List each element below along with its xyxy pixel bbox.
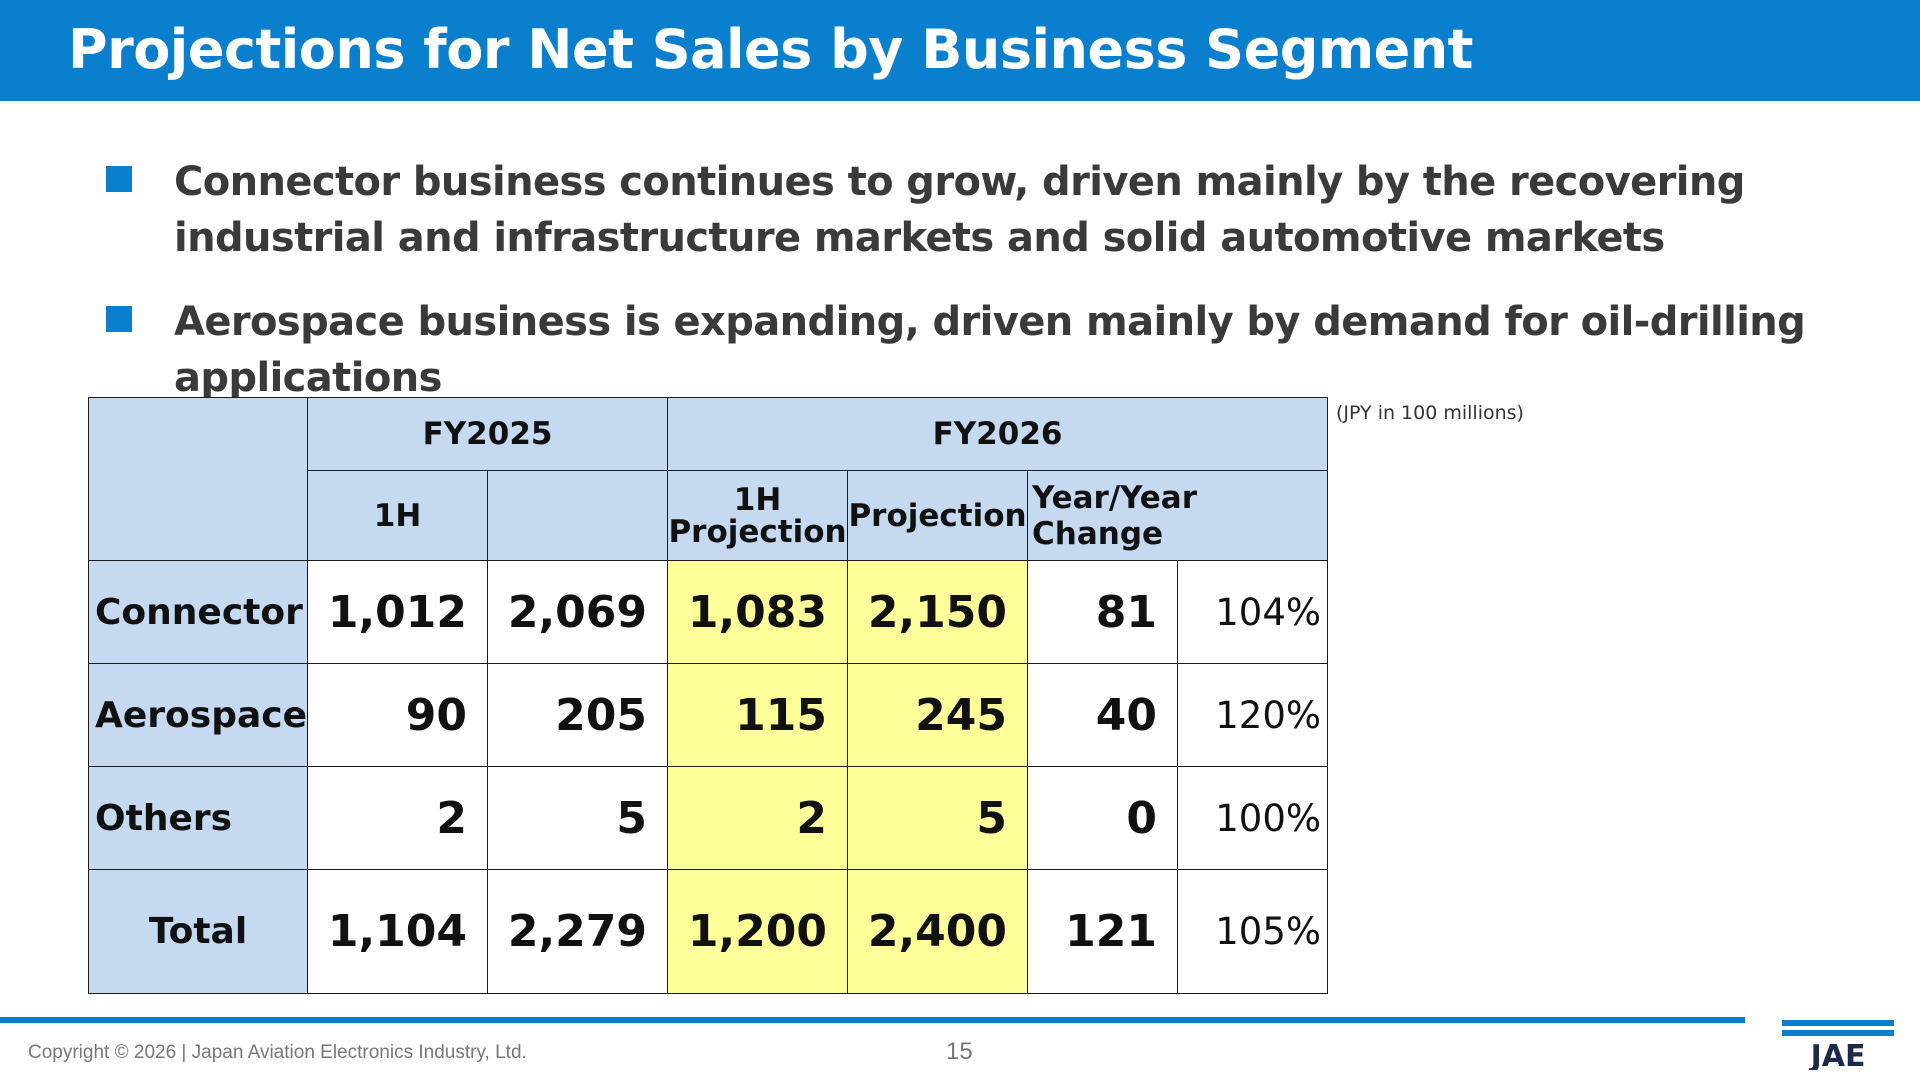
cell-fy2025-1h: 90	[307, 663, 489, 767]
header-fy2026: FY2026	[667, 397, 1329, 471]
row-label: Others	[87, 766, 309, 870]
cell-change: 0	[1027, 766, 1179, 870]
row-label: Total	[87, 869, 309, 994]
footer-divider	[0, 1017, 1745, 1023]
header-fy2025: FY2025	[307, 397, 669, 471]
cell-change-pct: 120%	[1177, 663, 1329, 767]
cell-change: 40	[1027, 663, 1179, 767]
cell-fy2026-projection: 5	[847, 766, 1029, 870]
cell-change-pct: 104%	[1177, 560, 1329, 664]
bullet-square-icon	[106, 166, 132, 192]
page-title: Projections for Net Sales by Business Se…	[68, 18, 1474, 81]
net-sales-table: FY2025 FY2026 1H 1H Projection Projectio…	[87, 397, 1329, 994]
cell-fy2026-projection: 2,150	[847, 560, 1029, 664]
cell-change-pct: 100%	[1177, 766, 1329, 870]
header-fy2025-1h: 1H	[307, 470, 489, 561]
cell-fy2025-full: 205	[487, 663, 669, 767]
cell-fy2026-1h-projection: 2	[667, 766, 849, 870]
cell-fy2025-full: 2,069	[487, 560, 669, 664]
cell-fy2025-full: 2,279	[487, 869, 669, 994]
row-label: Aerospace	[87, 663, 309, 767]
bullet-text: Connector business continues to grow, dr…	[174, 159, 1745, 261]
cell-fy2025-1h: 2	[307, 766, 489, 870]
bullet-text: Aerospace business is expanding, driven …	[174, 299, 1806, 401]
cell-change: 81	[1027, 560, 1179, 664]
cell-fy2026-projection: 245	[847, 663, 1029, 767]
cell-fy2025-full: 5	[487, 766, 669, 870]
corner-header-cell	[87, 397, 309, 561]
cell-fy2025-1h: 1,104	[307, 869, 489, 994]
header-fy2025-full	[487, 470, 669, 561]
header-fy2026-projection: Projection	[847, 470, 1029, 561]
row-label: Connector	[87, 560, 309, 664]
jae-logo: JAE	[1782, 1020, 1894, 1070]
cell-change: 121	[1027, 869, 1179, 994]
cell-change-pct: 105%	[1177, 869, 1329, 994]
table-row-total: Total 1,104 2,279 1,200 2,400 121 105%	[87, 869, 1329, 994]
table-row: Others 2 5 2 5 0 100%	[87, 766, 1329, 870]
cell-fy2026-1h-projection: 1,083	[667, 560, 849, 664]
page-number: 15	[946, 1038, 973, 1065]
copyright: Copyright © 2026 | Japan Aviation Electr…	[28, 1042, 527, 1063]
header-fy2026-1h-projection: 1H Projection	[667, 470, 849, 561]
cell-fy2026-1h-projection: 115	[667, 663, 849, 767]
logo-text: JAE	[1809, 1039, 1866, 1070]
title-bar: Projections for Net Sales by Business Se…	[0, 0, 1920, 101]
unit-note: (JPY in 100 millions)	[1336, 402, 1524, 424]
header-yoy-change: Year/Year Change	[1027, 470, 1329, 561]
cell-fy2025-1h: 1,012	[307, 560, 489, 664]
table-row: Aerospace 90 205 115 245 40 120%	[87, 663, 1329, 767]
table-row: Connector 1,012 2,069 1,083 2,150 81 104…	[87, 560, 1329, 664]
bullet-square-icon	[106, 306, 132, 332]
cell-fy2026-projection: 2,400	[847, 869, 1029, 994]
cell-fy2026-1h-projection: 1,200	[667, 869, 849, 994]
